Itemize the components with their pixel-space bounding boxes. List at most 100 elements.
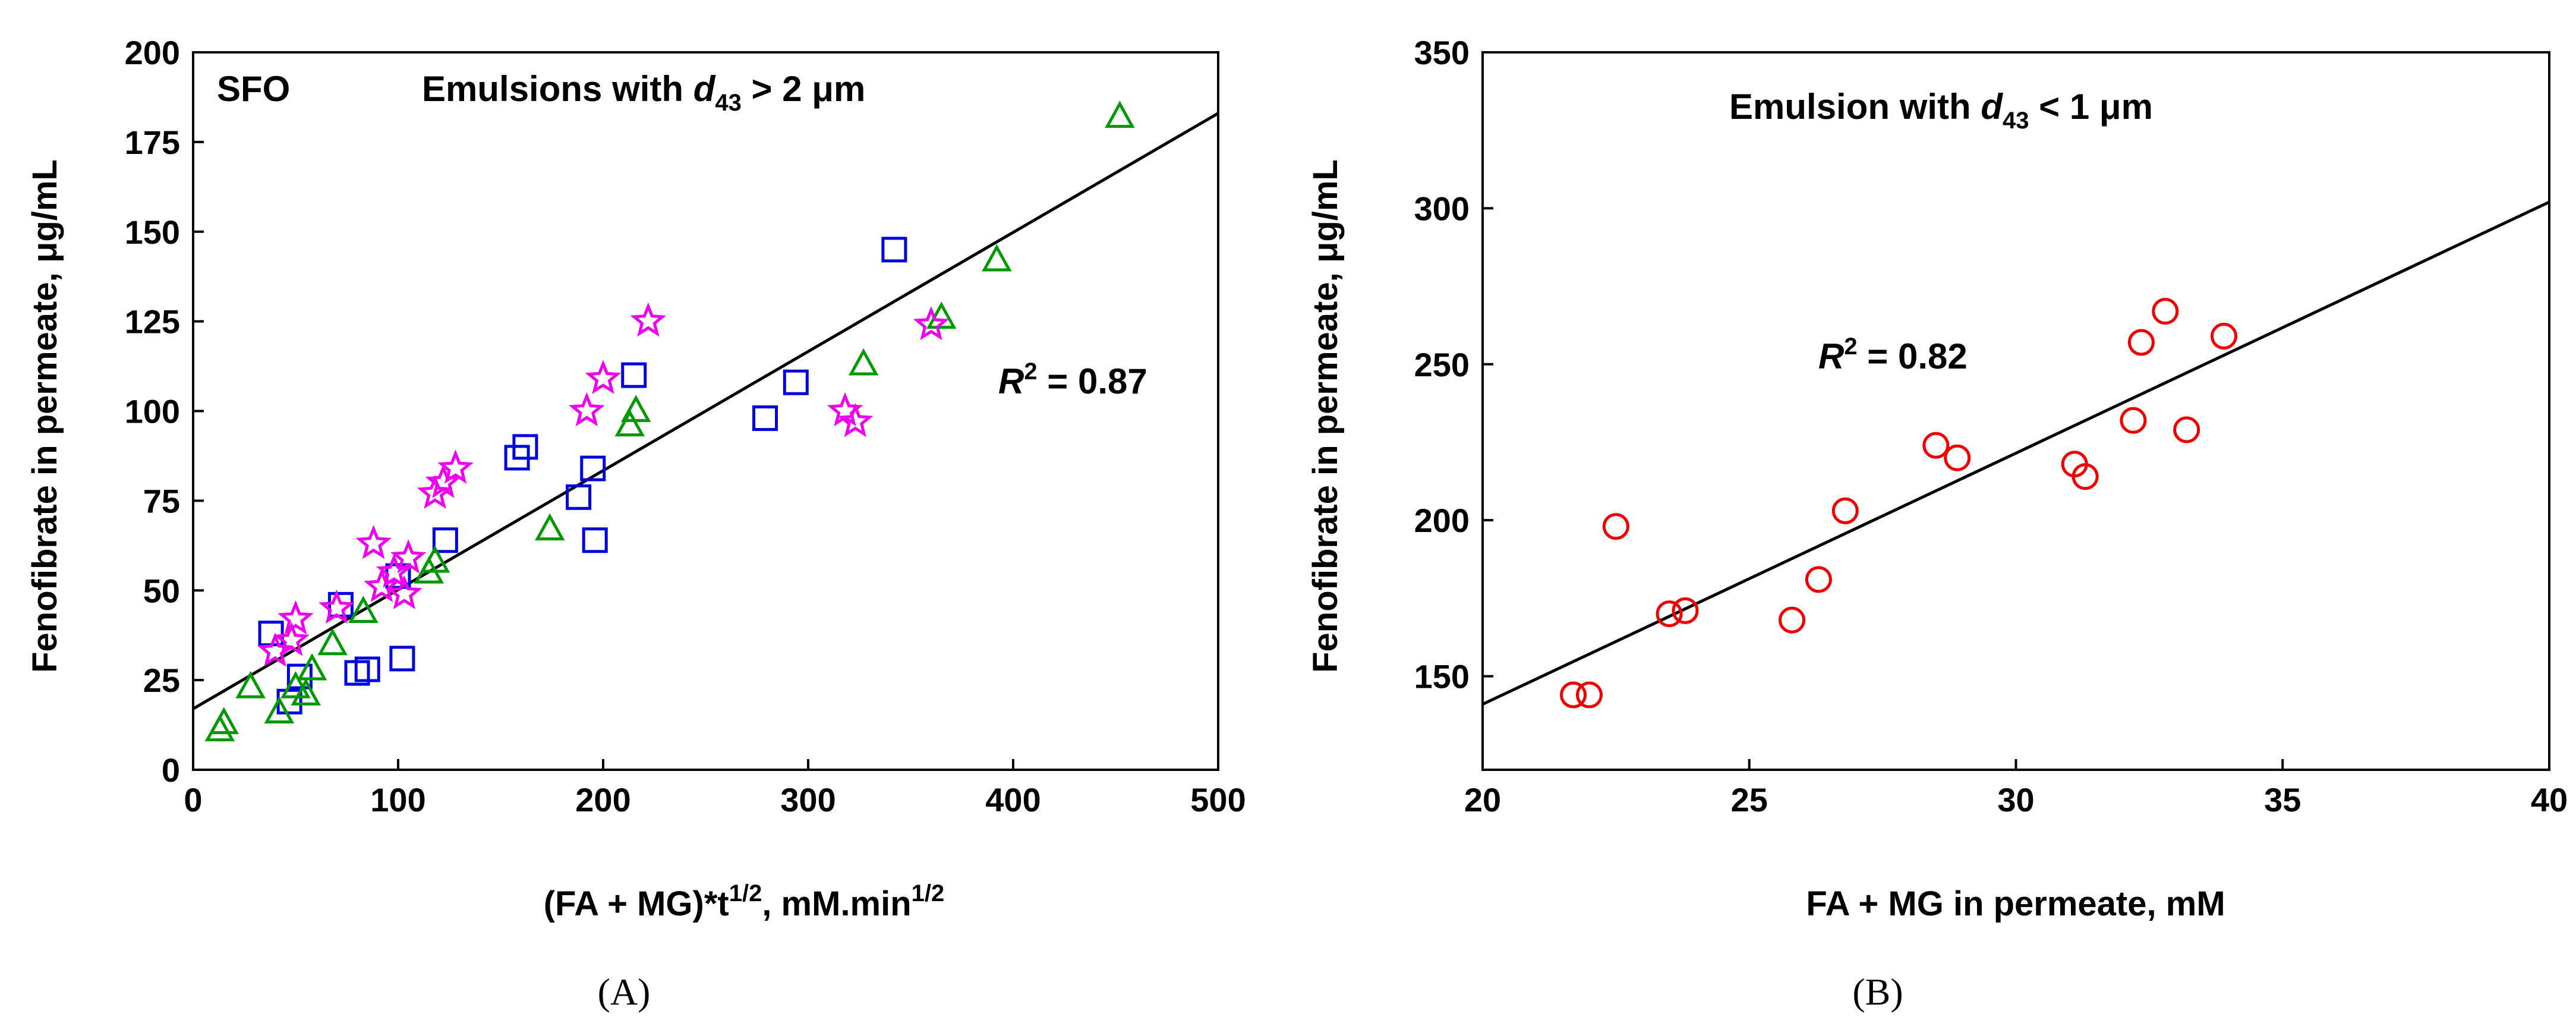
panel-b-point-circles-14 [2152, 298, 2179, 325]
panel-b-x-axis-label: FA + MG in permeate, mM [1806, 884, 2225, 923]
panel-b-x-tick-label: 35 [2264, 781, 2301, 819]
panel-a-x-tick-label: 100 [370, 781, 425, 819]
panel-a-point-stars-11 [437, 449, 474, 484]
panel-b-point-circles-12 [2120, 407, 2147, 434]
panel-a-point-squares-15 [752, 405, 778, 432]
panel-a-point-triangles-5 [291, 678, 321, 706]
panel-b-r2: R2 = 0.82 [1818, 333, 1968, 376]
panel-a-point-triangles-16 [982, 244, 1012, 272]
panel-a-point-stars-3 [319, 589, 355, 624]
panel-a-y-tick-label: 175 [125, 124, 180, 161]
panel-b-y-tick-label: 200 [1414, 502, 1470, 539]
panel-a-point-squares-12 [580, 455, 606, 481]
panel-a-r2: R2 = 0.87 [998, 358, 1147, 401]
panel-b-point-circles-1 [1576, 681, 1603, 709]
chart-panel-a: 0 100 200 300 400 500 0 25 50 75 100 125 150 175 200 S… [26, 34, 1246, 1013]
panel-a-point-stars-14 [630, 302, 667, 337]
panel-a-point-triangles-14 [848, 348, 879, 376]
panel-a-point-triangles-12 [614, 409, 645, 437]
panel-b-axes: 20 25 30 35 40 150 200 250 300 350 [1414, 34, 2568, 819]
panel-a-x-tick-label: 300 [780, 781, 835, 819]
panel-a-point-stars-9 [417, 474, 453, 509]
panel-b-point-circles-11 [2071, 463, 2099, 490]
panel-b-title: Emulsion with d43 < 1 μm [1729, 87, 2153, 134]
panel-a-point-stars-1 [273, 622, 310, 656]
panel-a-point-stars-17 [913, 306, 950, 341]
panel-a-point-triangles-8 [348, 596, 379, 623]
panel-a-y-tick-label: 100 [125, 393, 180, 430]
panel-b-plot-frame [1481, 51, 2550, 771]
panel-b-point-circles-2 [1602, 513, 1629, 540]
panel-a-point-stars-8 [390, 539, 427, 574]
panel-a-label: (A) [598, 971, 651, 1013]
panel-a-x-tick-label: 400 [985, 781, 1041, 819]
panel-a-x-tick-label: 0 [184, 781, 202, 819]
panel-a-y-tick-label: 75 [143, 482, 180, 520]
panel-a-point-squares-17 [881, 237, 907, 263]
panel-a-point-squares-16 [783, 369, 809, 395]
panel-a-point-triangles-1 [209, 707, 239, 735]
panel-b-y-tick-label: 250 [1414, 346, 1470, 383]
panel-a-point-squares-2 [286, 663, 313, 690]
panel-a-oil-label: SFO [217, 69, 290, 109]
chart-panel-b: 20 25 30 35 40 150 200 250 300 350 Emulsion with … [1306, 34, 2568, 1013]
panel-a-point-squares-14 [621, 362, 647, 388]
panel-a-point-triangles-15 [926, 301, 957, 329]
panel-b-fit-line [1481, 200, 2550, 706]
panel-a-point-stars-10 [425, 464, 462, 498]
panel-a-point-stars-2 [278, 600, 314, 635]
panel-a-y-tick-label: 25 [143, 662, 180, 699]
panel-a-point-triangles-13 [620, 395, 651, 422]
panel-b-point-circles-4 [1672, 597, 1699, 624]
panel-a-point-triangles-11 [535, 513, 565, 541]
panel-a-point-triangles-10 [420, 545, 450, 573]
panel-a-x-tick-label: 500 [1190, 781, 1246, 819]
panel-a-x-axis-label: (FA + MG)*t1/2, mM.min1/2 [544, 880, 945, 923]
panel-b-point-circles-0 [1560, 681, 1587, 709]
panel-a-point-stars-12 [569, 392, 605, 427]
panel-b-label: (B) [1852, 971, 1903, 1013]
panel-a-title: Emulsions with d43 > 2 μm [422, 69, 865, 116]
panel-a-point-stars-16 [837, 402, 874, 437]
panel-a-point-stars-4 [355, 525, 392, 559]
panel-b-point-circles-6 [1805, 566, 1832, 593]
panel-a-point-squares-8 [432, 527, 458, 553]
panel-b-point-circles-15 [2173, 416, 2200, 443]
panel-b-y-axis-label: Fenofibrate in permeate, μg/mL [1306, 159, 1345, 673]
panel-a-axes: 0 100 200 300 400 500 0 25 50 75 100 125 150 175 200 [125, 34, 1246, 819]
panel-b-marks [1481, 200, 2550, 709]
panel-b-point-circles-3 [1656, 600, 1683, 628]
panel-a-y-tick-label: 50 [143, 572, 180, 609]
panel-b-x-tick-label: 25 [1731, 781, 1768, 819]
panel-a-point-triangles-17 [1105, 100, 1135, 128]
panel-b-y-tick-label: 150 [1414, 658, 1470, 695]
panel-a-marks [192, 100, 1219, 742]
panel-b-point-circles-13 [2127, 329, 2155, 356]
panel-a-y-tick-label: 125 [125, 303, 180, 341]
panel-a-point-stars-7 [386, 575, 422, 609]
panel-a-point-squares-13 [582, 527, 608, 553]
panel-a-point-stars-13 [585, 360, 622, 394]
panel-a-point-triangles-4 [280, 671, 311, 698]
panel-a-point-stars-5 [364, 568, 400, 602]
panel-a-point-triangles-7 [317, 628, 348, 656]
panel-a-fit-line [192, 112, 1219, 710]
panel-a-point-triangles-3 [264, 696, 295, 723]
panel-a-point-squares-5 [354, 656, 380, 682]
panel-b-y-tick-label: 300 [1414, 190, 1470, 227]
panel-b-point-circles-16 [2211, 323, 2238, 350]
panel-a-point-squares-0 [258, 621, 284, 647]
panel-a-point-triangles-2 [235, 671, 266, 698]
panel-b-x-tick-label: 40 [2531, 781, 2568, 819]
panel-a-x-tick-label: 200 [575, 781, 630, 819]
panel-a-y-axis-label: Fenofibrate in permeate, μg/mL [26, 159, 64, 673]
panel-b-point-circles-8 [1922, 432, 1950, 459]
panel-b-point-circles-9 [1944, 444, 1971, 471]
panel-b-x-tick-label: 30 [1997, 781, 2034, 819]
panel-a-y-tick-label: 0 [162, 751, 180, 789]
panel-b-point-circles-5 [1779, 606, 1806, 634]
panel-a-y-tick-label: 200 [125, 34, 180, 71]
panel-a-point-squares-11 [566, 484, 592, 510]
panel-a-y-tick-label: 150 [125, 213, 180, 251]
